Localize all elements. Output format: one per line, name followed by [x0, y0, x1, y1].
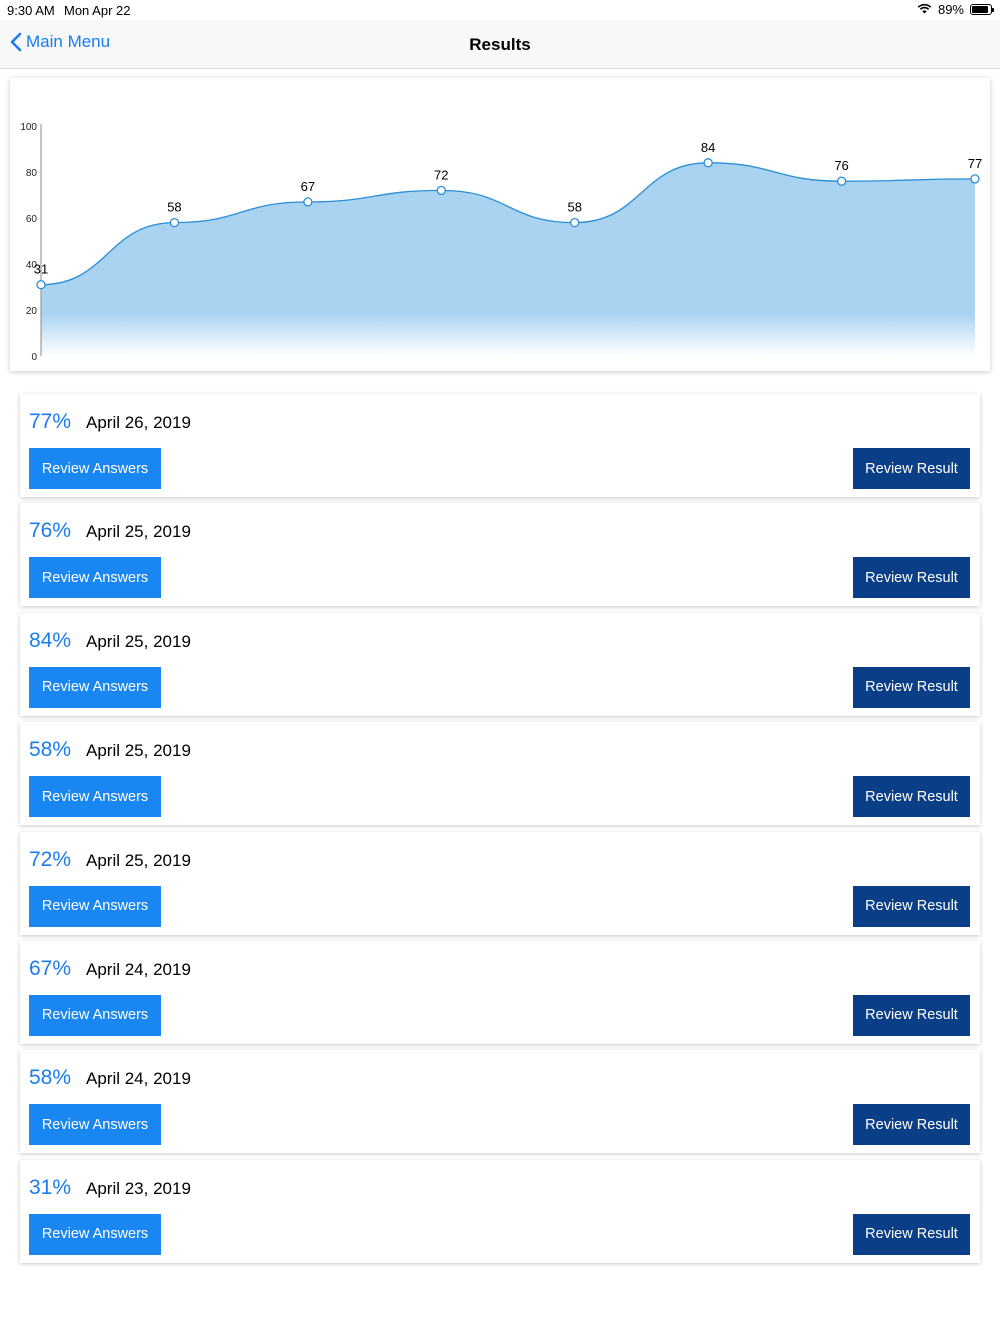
chart-data-label: 77 [968, 156, 982, 171]
chart-data-point [36, 280, 46, 290]
chart-data-label: 72 [434, 167, 448, 182]
chart-data-point [970, 174, 980, 184]
review-answers-button[interactable]: Review Answers [29, 448, 161, 489]
status-right: 89% [917, 2, 994, 17]
chart-data-point [703, 158, 713, 168]
battery-percent: 89% [937, 2, 964, 17]
result-card: 58% April 24, 2019 Review Answers Review Re… [20, 1050, 980, 1154]
chart-data-label: 31 [34, 262, 48, 277]
result-card: 31% April 23, 2019 Review Answers Review Re… [20, 1159, 980, 1263]
y-tick-label: 20 [26, 306, 38, 317]
review-result-button[interactable]: Review Result [853, 1104, 970, 1146]
wifi-icon [917, 2, 932, 17]
review-result-button[interactable]: Review Result [853, 557, 970, 599]
result-score: 58% [29, 1066, 72, 1090]
review-answers-button[interactable]: Review Answers [29, 776, 161, 818]
results-chart: 0 20 40 60 80 100 31 58 67 72 58 84 76 77 [20, 122, 982, 363]
result-date: April 24, 2019 [86, 1069, 191, 1089]
chart-data-label: 76 [834, 158, 848, 173]
review-result-button[interactable]: Review Result [853, 1213, 970, 1255]
result-score: 58% [29, 738, 72, 762]
y-tick-label: 100 [20, 122, 37, 133]
chart-data-point [169, 217, 180, 228]
y-tick-label: 40 [26, 260, 38, 271]
chart-data-label: 84 [701, 140, 715, 155]
result-card: 67% April 24, 2019 Review Answers Review Re… [20, 940, 980, 1044]
review-result-button[interactable]: Review Result [853, 448, 970, 489]
result-card: 58% April 25, 2019 Review Answers Review Re… [20, 722, 980, 826]
result-date: April 26, 2019 [86, 413, 191, 432]
result-card: 77% April 26, 2019 Review Answers Review Re… [20, 394, 980, 497]
review-result-button[interactable]: Review Result [853, 776, 970, 818]
status-bar: 9:30 AM Mon Apr 22 89% [0, 0, 1000, 20]
review-answers-button[interactable]: Review Answers [29, 994, 161, 1036]
result-card: 72% April 25, 2019 Review Answers Review Re… [20, 831, 980, 935]
chart-data-point [436, 185, 446, 196]
review-result-button[interactable]: Review Result [853, 666, 970, 708]
result-date: April 25, 2019 [86, 631, 191, 651]
result-date: April 25, 2019 [86, 741, 191, 761]
review-result-button[interactable]: Review Result [853, 994, 970, 1036]
chart-area-fill [41, 162, 975, 356]
y-tick-label: 0 [31, 352, 37, 363]
y-tick-label: 60 [26, 214, 38, 225]
result-score: 77% [29, 410, 72, 433]
result-score: 67% [29, 956, 72, 980]
navigation-bar: Main Menu Results [0, 20, 1000, 69]
status-date: Mon Apr 22 [64, 3, 131, 18]
y-tick-label: 80 [26, 168, 38, 179]
result-score: 84% [29, 628, 72, 652]
chevron-left-icon [10, 32, 22, 52]
status-time: 9:30 AM [7, 3, 55, 18]
review-answers-button[interactable]: Review Answers [29, 1104, 161, 1146]
chart-series-line [40, 162, 976, 286]
review-answers-button[interactable]: Review Answers [29, 557, 161, 599]
battery-icon [970, 4, 994, 15]
review-answers-button[interactable]: Review Answers [29, 666, 161, 708]
result-score: 76% [29, 519, 72, 543]
result-score: 72% [29, 847, 72, 871]
review-result-button[interactable]: Review Result [853, 885, 970, 927]
result-card: 76% April 25, 2019 Review Answers Review Re… [20, 503, 980, 607]
result-date: April 25, 2019 [86, 850, 191, 870]
page-title: Results [469, 35, 531, 54]
back-button[interactable]: Main Menu [10, 32, 110, 52]
chart-data-point [303, 197, 313, 207]
back-button-label: Main Menu [26, 32, 111, 51]
result-card: 84% April 25, 2019 Review Answers Review Re… [20, 612, 980, 716]
result-date: April 23, 2019 [86, 1178, 191, 1198]
result-score: 31% [29, 1175, 72, 1199]
chart-data-point [570, 217, 580, 228]
review-answers-button[interactable]: Review Answers [29, 1213, 161, 1255]
result-date: April 25, 2019 [86, 522, 191, 542]
chart-data-label: 58 [167, 200, 181, 215]
results-chart-card: 0 20 40 60 80 100 31 58 67 72 58 84 76 77 [10, 78, 990, 371]
results-list: 77% April 26, 2019 Review Answers Review Re… [20, 394, 980, 1269]
chart-data-point [836, 176, 847, 186]
review-answers-button[interactable]: Review Answers [29, 885, 161, 927]
result-date: April 24, 2019 [86, 959, 191, 979]
chart-data-label: 67 [301, 179, 315, 194]
chart-data-label: 58 [567, 200, 581, 215]
